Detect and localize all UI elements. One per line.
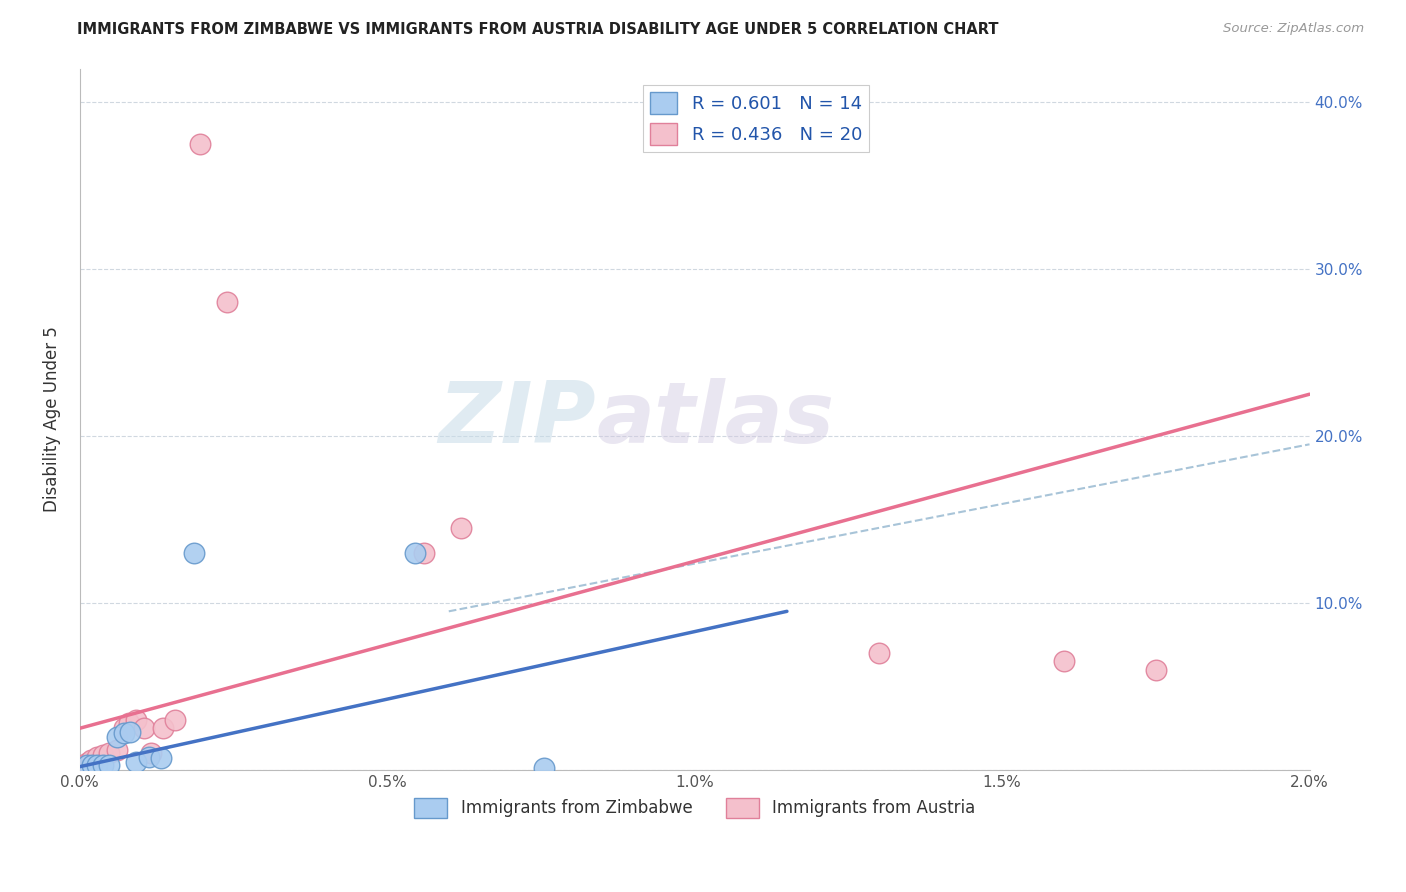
Point — [120, 724, 142, 739]
Point — [183, 546, 205, 560]
Point — [125, 755, 148, 769]
Point — [82, 758, 104, 772]
Y-axis label: Disability Age Under 5: Disability Age Under 5 — [44, 326, 60, 512]
Point — [165, 713, 187, 727]
Point — [98, 747, 121, 761]
Point — [76, 756, 98, 771]
Point — [413, 546, 436, 560]
Text: IMMIGRANTS FROM ZIMBABWE VS IMMIGRANTS FROM AUSTRIA DISABILITY AGE UNDER 5 CORRE: IMMIGRANTS FROM ZIMBABWE VS IMMIGRANTS F… — [77, 22, 998, 37]
Point — [105, 730, 128, 744]
Point — [76, 758, 98, 772]
Point — [118, 716, 141, 731]
Text: ZIP: ZIP — [439, 377, 596, 461]
Point — [91, 758, 114, 772]
Point — [404, 546, 426, 560]
Point — [217, 295, 239, 310]
Point — [1144, 663, 1167, 677]
Point — [450, 521, 472, 535]
Point — [86, 749, 108, 764]
Point — [112, 721, 135, 735]
Point — [152, 721, 174, 735]
Point — [80, 753, 103, 767]
Point — [91, 747, 114, 762]
Point — [112, 726, 135, 740]
Point — [868, 646, 890, 660]
Point — [125, 713, 148, 727]
Point — [533, 761, 555, 775]
Text: atlas: atlas — [596, 377, 834, 461]
Point — [188, 136, 211, 151]
Point — [138, 749, 160, 764]
Point — [86, 758, 108, 772]
Point — [150, 751, 173, 765]
Point — [139, 747, 162, 761]
Point — [98, 758, 121, 772]
Text: Source: ZipAtlas.com: Source: ZipAtlas.com — [1223, 22, 1364, 36]
Point — [134, 721, 156, 735]
Point — [1052, 655, 1074, 669]
Legend: Immigrants from Zimbabwe, Immigrants from Austria: Immigrants from Zimbabwe, Immigrants fro… — [408, 791, 983, 825]
Point — [105, 743, 128, 757]
